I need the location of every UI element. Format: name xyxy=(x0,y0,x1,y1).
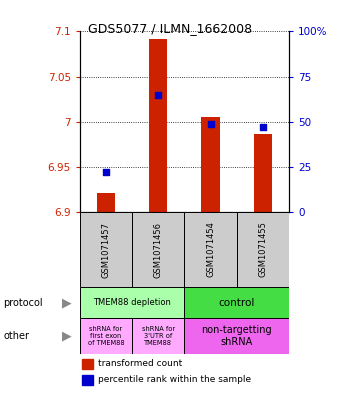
Text: transformed count: transformed count xyxy=(98,359,182,368)
Text: GSM1071457: GSM1071457 xyxy=(102,222,110,277)
Bar xyxy=(184,212,237,287)
Bar xyxy=(80,287,184,318)
Point xyxy=(103,169,109,176)
Text: GDS5077 / ILMN_1662008: GDS5077 / ILMN_1662008 xyxy=(88,22,252,35)
Point xyxy=(208,121,213,127)
Bar xyxy=(184,318,289,354)
Text: TMEM88 depletion: TMEM88 depletion xyxy=(93,298,171,307)
Bar xyxy=(254,134,272,212)
Bar xyxy=(82,375,94,385)
Text: GSM1071455: GSM1071455 xyxy=(258,222,267,277)
Bar xyxy=(237,212,289,287)
Text: percentile rank within the sample: percentile rank within the sample xyxy=(98,375,251,384)
Text: GSM1071456: GSM1071456 xyxy=(154,222,163,277)
Bar xyxy=(80,212,132,287)
Bar xyxy=(97,193,115,212)
Text: shRNA for
first exon
of TMEM88: shRNA for first exon of TMEM88 xyxy=(88,326,124,346)
Text: ▶: ▶ xyxy=(62,296,71,309)
Text: non-targetting
shRNA: non-targetting shRNA xyxy=(201,325,272,347)
Bar xyxy=(132,318,185,354)
Text: other: other xyxy=(3,331,29,341)
Bar xyxy=(82,359,94,369)
Text: shRNA for
3'UTR of
TMEM88: shRNA for 3'UTR of TMEM88 xyxy=(142,326,175,346)
Text: GSM1071454: GSM1071454 xyxy=(206,222,215,277)
Point xyxy=(260,124,266,130)
Text: protocol: protocol xyxy=(3,298,43,308)
Bar xyxy=(184,287,289,318)
Point xyxy=(156,92,161,98)
Bar xyxy=(80,318,132,354)
Bar xyxy=(132,212,185,287)
Bar xyxy=(149,39,168,212)
Text: control: control xyxy=(219,298,255,308)
Bar xyxy=(201,118,220,212)
Text: ▶: ▶ xyxy=(62,329,71,343)
